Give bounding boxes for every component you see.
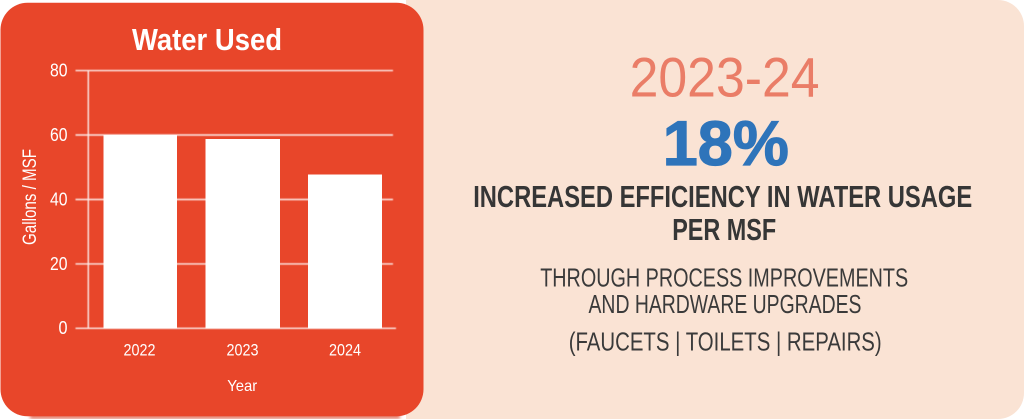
svg-text:18%: 18%: [663, 109, 789, 179]
svg-text:Gallons / MSF: Gallons / MSF: [20, 149, 41, 245]
svg-text:60: 60: [50, 125, 68, 145]
svg-text:80: 80: [50, 61, 68, 81]
svg-text:2023: 2023: [227, 340, 259, 359]
svg-text:(FAUCETS | TOILETS | REPAIRS): (FAUCETS | TOILETS | REPAIRS): [569, 327, 882, 357]
svg-text:20: 20: [50, 254, 68, 274]
svg-text:2023-24: 2023-24: [630, 45, 820, 108]
svg-text:Year: Year: [227, 378, 258, 395]
svg-text:2022: 2022: [124, 340, 156, 359]
svg-text:2024: 2024: [329, 340, 361, 359]
svg-text:0: 0: [59, 318, 68, 338]
svg-text:AND HARDWARE UPGRADES: AND HARDWARE UPGRADES: [589, 289, 862, 319]
svg-text:THROUGH PROCESS IMPROVEMENTS: THROUGH PROCESS IMPROVEMENTS: [540, 263, 908, 293]
svg-text:Water Used: Water Used: [132, 22, 282, 57]
svg-text:INCREASED EFFICIENCY IN WATER: INCREASED EFFICIENCY IN WATER USAGE: [473, 179, 972, 214]
svg-text:PER MSF: PER MSF: [672, 212, 776, 247]
svg-text:40: 40: [50, 189, 68, 209]
